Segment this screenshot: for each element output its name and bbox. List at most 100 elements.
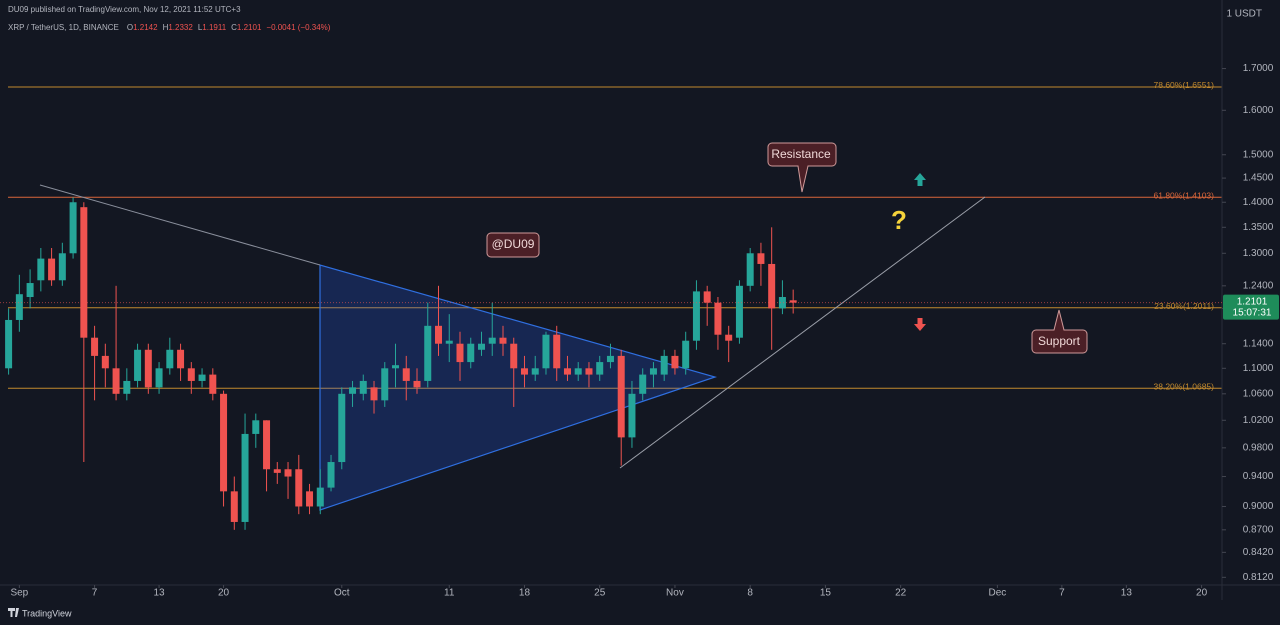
candle-body: [435, 325, 443, 344]
y-tick-label: 0.8420: [1243, 547, 1274, 558]
brand-logo: [8, 608, 19, 617]
candle-body: [58, 253, 66, 281]
currency-label: 1 USDT: [1226, 9, 1262, 20]
candle-body: [402, 368, 410, 381]
candle-body: [381, 368, 389, 401]
candle-body: [284, 469, 292, 477]
candle-body: [220, 393, 228, 492]
candle-body: [155, 368, 163, 388]
candle-body: [370, 387, 378, 401]
candle-body: [187, 368, 195, 381]
candle-body: [757, 253, 765, 264]
x-tick-label: 25: [594, 588, 606, 599]
candle-body: [467, 343, 475, 363]
candle-body: [445, 340, 453, 344]
candle-body: [746, 253, 754, 286]
candle-body: [144, 349, 152, 388]
candle-body: [241, 433, 249, 522]
x-tick-label: Sep: [10, 588, 28, 599]
triangle-pattern: [319, 264, 718, 511]
trend-line: [39, 184, 321, 266]
candle-body: [91, 337, 99, 356]
up-arrow: [914, 173, 926, 186]
candle-body: [682, 340, 690, 369]
x-tick-label: 15: [820, 588, 832, 599]
candle-body: [392, 365, 400, 369]
candle-body: [628, 393, 636, 438]
y-tick-label: 1.5000: [1243, 149, 1274, 160]
x-tick-label: Oct: [334, 588, 350, 599]
candle-body: [778, 297, 786, 309]
fib-label: 78.60%(1.6551): [1154, 80, 1215, 90]
candle-body: [649, 368, 657, 375]
x-tick-label: 7: [1059, 588, 1065, 599]
candle-body: [596, 362, 604, 375]
candle-body: [574, 368, 582, 375]
candles: [5, 197, 797, 530]
candle-body: [327, 462, 335, 488]
candle-body: [230, 491, 238, 522]
candle-body: [69, 202, 77, 254]
callout-box: [486, 232, 540, 258]
y-tick-label: 1.6000: [1243, 105, 1274, 116]
candle-body: [273, 469, 281, 473]
x-tick-label: Nov: [666, 588, 684, 599]
candle-body: [606, 355, 614, 363]
candle-body: [714, 302, 722, 335]
candle-body: [134, 349, 142, 381]
y-tick-label: 1.1000: [1243, 363, 1274, 374]
x-tick-label: 22: [895, 588, 907, 599]
candle-body: [671, 355, 679, 369]
watermark-callout: @DU09: [486, 232, 540, 258]
x-tick-label: 20: [218, 588, 230, 599]
last-price-box: [1223, 294, 1279, 320]
footer-bar: [0, 600, 1280, 625]
resistance-text: Resistance: [771, 147, 831, 161]
y-tick-label: 1.3000: [1243, 248, 1274, 259]
x-tick-label: Dec: [988, 588, 1006, 599]
ohlc-key: O: [127, 23, 133, 32]
watermark-text: @DU09: [492, 237, 535, 251]
candle-body: [198, 374, 206, 381]
candle-body: [80, 207, 88, 338]
x-tick-label: 18: [519, 588, 531, 599]
candle-body: [617, 355, 625, 438]
candle-body: [499, 337, 507, 344]
y-tick-label: 1.3500: [1243, 222, 1274, 233]
support-callout: Support: [1031, 309, 1088, 354]
y-tick-label: 1.4500: [1243, 173, 1274, 184]
ohlc-key: L: [198, 23, 203, 32]
candle-body: [703, 291, 711, 303]
fib-label: 61.80%(1.4103): [1154, 190, 1215, 200]
candle-body: [37, 258, 45, 281]
candle-body: [209, 374, 217, 394]
candle-body: [510, 343, 518, 369]
candle-body: [768, 263, 776, 309]
x-tick-label: 7: [92, 588, 98, 599]
y-tick-label: 1.4000: [1243, 197, 1274, 208]
y-tick-label: 0.8120: [1243, 572, 1274, 583]
candle-body: [456, 343, 464, 363]
callout-box: [1031, 309, 1088, 354]
candle-body: [295, 469, 303, 507]
support-trend-line: [619, 196, 986, 469]
ohlc-key: C: [231, 23, 237, 32]
x-tick-label: 11: [444, 588, 455, 599]
candle-body: [639, 374, 647, 394]
y-tick-label: 1.7000: [1243, 63, 1274, 74]
candle-body: [542, 334, 550, 369]
down-arrow: [914, 318, 926, 331]
x-tick-label: 13: [1121, 588, 1133, 599]
candle-body: [424, 325, 432, 381]
ohlc-value: 1.1911: [202, 23, 226, 32]
candle-body: [15, 294, 23, 320]
candle-body: [692, 291, 700, 341]
last-price-label: 1.2101: [1237, 296, 1268, 307]
candle-body: [359, 380, 367, 394]
candle-body: [263, 420, 271, 470]
fib-label: 23.60%(1.2011): [1154, 301, 1214, 311]
y-tick-label: 0.9400: [1243, 471, 1274, 482]
